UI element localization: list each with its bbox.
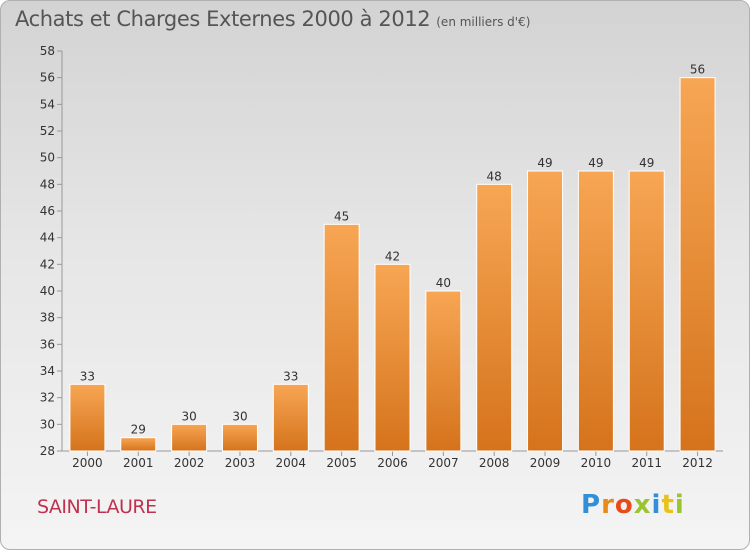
bar-value-label: 33	[80, 369, 95, 383]
x-tick-label: 2009	[530, 456, 561, 470]
y-tick-label: 32	[40, 391, 55, 405]
y-tick-label: 50	[40, 151, 55, 165]
bar	[221, 423, 258, 452]
x-tick-label: 2000	[72, 456, 103, 470]
proxiti-logo: Proxiti	[581, 490, 685, 520]
chart-title-unit: (en milliers d'€)	[436, 15, 531, 29]
bar-value-label: 30	[181, 409, 196, 423]
bar	[69, 383, 106, 452]
y-tick-label: 52	[40, 124, 55, 138]
y-tick-label: 34	[40, 364, 55, 378]
bar-value-label: 40	[436, 276, 451, 290]
bar-value-label: 49	[639, 156, 654, 170]
y-tick-label: 28	[40, 444, 55, 458]
bar	[374, 263, 411, 452]
x-tick-label: 2006	[377, 456, 408, 470]
y-tick-label: 40	[40, 284, 55, 298]
bar	[425, 290, 462, 452]
y-tick-label: 44	[40, 231, 55, 245]
chart-title: Achats et Charges Externes 2000 à 2012 (e…	[15, 7, 530, 31]
bar	[527, 170, 564, 452]
bar	[679, 77, 716, 452]
x-tick-label: 2011	[631, 456, 662, 470]
bar	[323, 223, 360, 452]
x-tick-label: 2007	[428, 456, 459, 470]
bar-value-label: 45	[334, 209, 349, 223]
bar-value-label: 49	[588, 156, 603, 170]
bar	[120, 437, 157, 452]
bar	[171, 423, 208, 452]
bar-value-label: 30	[232, 409, 247, 423]
y-tick-label: 58	[40, 44, 55, 58]
x-tick-label: 2001	[123, 456, 154, 470]
bar-value-label: 29	[131, 423, 146, 437]
x-tick-label: 2002	[174, 456, 205, 470]
bar	[272, 383, 309, 452]
bar	[628, 170, 665, 452]
city-name: SAINT-LAURE	[37, 496, 157, 518]
x-tick-label: 2008	[479, 456, 510, 470]
bar-value-label: 42	[385, 249, 400, 263]
y-tick-label: 46	[40, 204, 55, 218]
bar	[577, 170, 614, 452]
bar-value-label: 33	[283, 369, 298, 383]
y-tick-label: 30	[40, 417, 55, 431]
y-tick-label: 36	[40, 337, 55, 351]
x-tick-label: 2012	[682, 456, 713, 470]
x-tick-label: 2005	[326, 456, 357, 470]
y-tick-label: 48	[40, 177, 55, 191]
x-tick-label: 2010	[581, 456, 612, 470]
y-tick-label: 56	[40, 71, 55, 85]
bar	[476, 183, 513, 452]
y-tick-label: 42	[40, 257, 55, 271]
y-tick-label: 54	[40, 97, 55, 111]
chart-title-text: Achats et Charges Externes 2000 à 2012	[15, 7, 431, 31]
x-tick-label: 2003	[225, 456, 256, 470]
bar-value-label: 56	[690, 63, 705, 77]
bar-value-label: 48	[487, 169, 502, 183]
x-tick-label: 2004	[276, 456, 307, 470]
bar-value-label: 49	[537, 156, 552, 170]
y-tick-label: 38	[40, 311, 55, 325]
